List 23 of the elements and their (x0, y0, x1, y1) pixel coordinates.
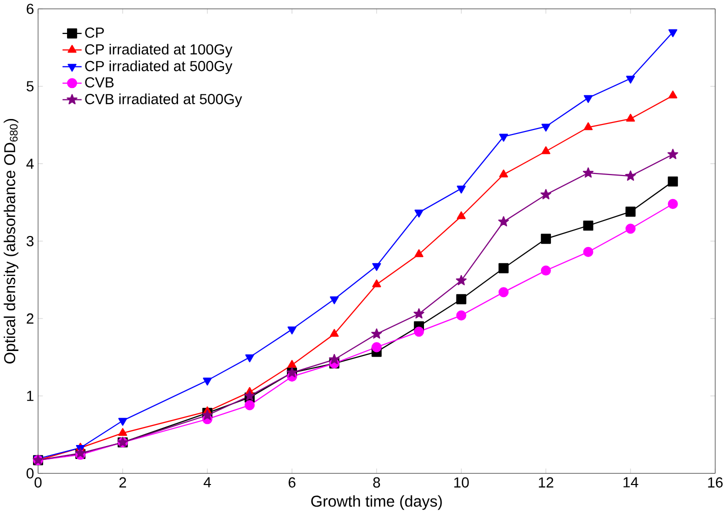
legend-label: CVB (85, 77, 114, 88)
y-tick-label: 3 (26, 236, 34, 246)
x-tick-label: 6 (288, 477, 296, 488)
x-tick-label: 10 (454, 477, 469, 488)
legend-label: CP (85, 28, 104, 38)
y-tick-label: 5 (26, 81, 34, 92)
x-tick-label: 4 (204, 477, 211, 488)
x-tick-label: 0 (34, 477, 42, 488)
x-tick-label: 2 (119, 477, 126, 488)
x-tick-label: 12 (538, 477, 554, 488)
y-axis-title: Optical density (absorbance OD$_{680}$) (4, 119, 18, 364)
y-tick-label: 4 (26, 158, 34, 169)
y-tick-label: 2 (26, 314, 34, 324)
x-axis-title: Growth time (days) (311, 495, 442, 510)
y-tick-label: 6 (26, 4, 34, 14)
x-tick-label: 16 (708, 477, 723, 488)
x-tick-label: 8 (373, 477, 380, 488)
y-tick-label: 0 (26, 468, 34, 479)
legend-label: CP irradiated at 500Gy (85, 60, 232, 74)
y-tick-label: 1 (27, 391, 34, 402)
legend-label: CVB irradiated at 500Gy (85, 94, 242, 108)
legend-label: CP irradiated at 100Gy (85, 44, 232, 58)
x-tick-label: 14 (624, 477, 638, 488)
